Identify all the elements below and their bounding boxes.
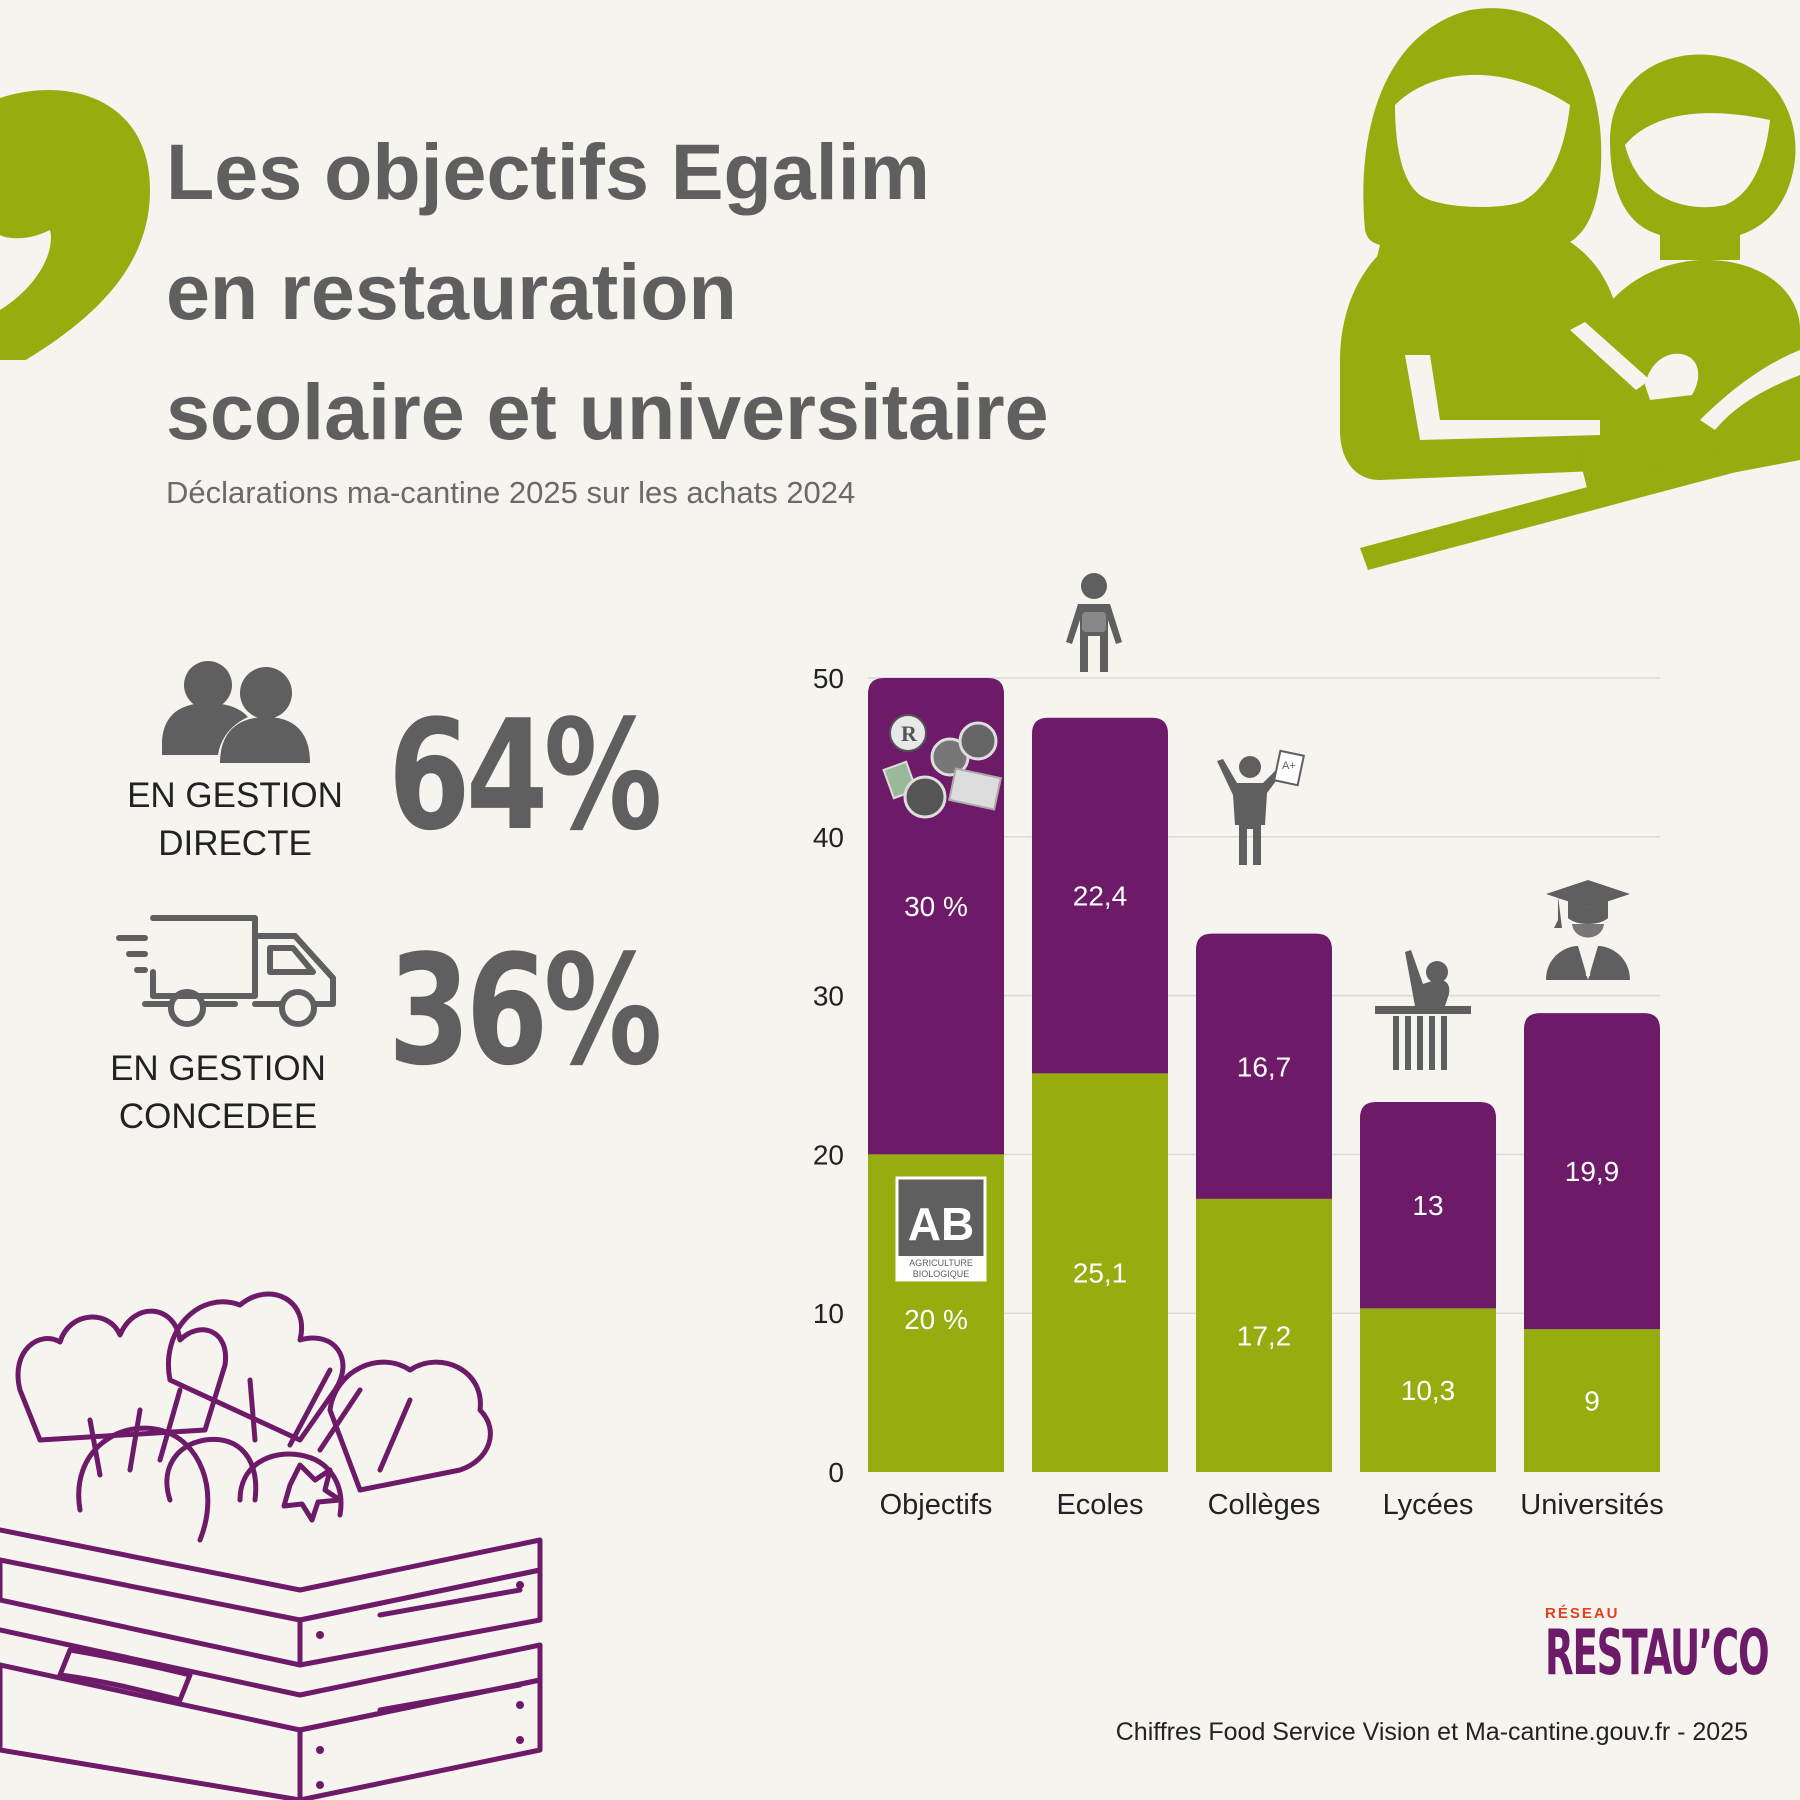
- bar-segment: [1032, 717, 1168, 1074]
- bar-segment: [1360, 1308, 1496, 1472]
- value-labels: 20 % 30 % 25,1 22,4 17,2 16,7 10,3 13 9 19,9: [904, 881, 1619, 1417]
- svg-text:AGRICULTURE: AGRICULTURE: [909, 1258, 973, 1268]
- bar-value-label: 19,9: [1565, 1156, 1620, 1187]
- bar-segment: [1360, 1101, 1496, 1309]
- bar-value-label: 20 %: [904, 1304, 968, 1335]
- bar-value-label: 10,3: [1401, 1375, 1456, 1406]
- bar-segment: [1524, 1013, 1660, 1330]
- stacked-bar-chart: 0 10 20 30 40 50 20 % 30 % 25,1 22,4 17,2 16,7 10,3…: [813, 573, 1664, 1521]
- y-tick-label: 10: [813, 1298, 844, 1329]
- y-tick-label: 0: [828, 1457, 844, 1488]
- title-line-3: scolaire et universitaire: [166, 367, 1049, 456]
- svg-text:A+: A+: [1282, 760, 1296, 772]
- logo-main-text: RESTAU’CO: [1545, 1616, 1770, 1689]
- vegetable-crate-illustration: [0, 1291, 543, 1800]
- ab-logo-icon: AB AGRICULTURE BIOLOGIQUE: [895, 1176, 987, 1282]
- logo-small-text: RÉSEAU: [1545, 1605, 1620, 1622]
- graduate-icon: [1546, 880, 1630, 980]
- y-tick-label: 20: [813, 1139, 844, 1170]
- bar-value-label: 30 %: [904, 891, 968, 922]
- concede-label-line-2: CONCEDEE: [118, 1097, 318, 1136]
- comma-decoration: [0, 90, 150, 360]
- bar-segment: [1196, 933, 1332, 1199]
- concede-percentage: 36%: [388, 922, 662, 1099]
- svg-text:AB: AB: [908, 1198, 974, 1250]
- bar-segment: [1524, 1329, 1660, 1472]
- category-label: Objectifs: [880, 1489, 993, 1521]
- bar-segment: [1196, 1198, 1332, 1472]
- title-line-1: Les objectifs Egalim: [166, 127, 930, 216]
- direct-label: EN GESTION DIRECTE: [105, 772, 365, 868]
- category-labels: Objectifs Ecoles Collèges Lycées Universités: [880, 1489, 1664, 1521]
- y-tick-label: 30: [813, 981, 844, 1012]
- y-tick-label: 40: [813, 822, 844, 853]
- bar-value-label: 9: [1584, 1386, 1600, 1417]
- direct-label-line-2: DIRECTE: [158, 824, 312, 863]
- bar-value-label: 16,7: [1237, 1051, 1292, 1082]
- people-icon: [162, 661, 310, 763]
- restauco-logo: RÉSEAU RESTAU’CO: [1545, 1605, 1770, 1689]
- concede-label-line-1: EN GESTION: [110, 1049, 326, 1088]
- title-line-2: en restauration: [166, 247, 737, 336]
- category-label: Lycées: [1383, 1489, 1474, 1521]
- svg-text:R: R: [901, 721, 918, 746]
- category-label: Universités: [1520, 1489, 1663, 1521]
- svg-text:BIOLOGIQUE: BIOLOGIQUE: [913, 1269, 970, 1279]
- bar-value-label: 13: [1412, 1190, 1443, 1221]
- bar-segment: [1032, 1073, 1168, 1472]
- concede-label: EN GESTION CONCEDEE: [88, 1045, 348, 1141]
- page-title: Les objectifs Egalim en restauration sco…: [166, 112, 1166, 472]
- source-note: Chiffres Food Service Vision et Ma-canti…: [1115, 1718, 1748, 1746]
- label-badges-icon: R: [882, 714, 1003, 819]
- student-grade-sheet-icon: A+: [1217, 749, 1306, 865]
- category-label: Ecoles: [1056, 1489, 1143, 1521]
- direct-percentage: 64%: [388, 687, 662, 864]
- student-desk-icon: [1375, 950, 1471, 1070]
- bar-value-label: 22,4: [1073, 881, 1128, 912]
- bar-value-label: 25,1: [1073, 1258, 1128, 1289]
- y-tick-label: 50: [813, 663, 844, 694]
- y-tick-labels: 0 10 20 30 40 50: [813, 663, 844, 1488]
- direct-label-line-1: EN GESTION: [127, 776, 343, 815]
- category-label: Collèges: [1208, 1489, 1321, 1521]
- truck-icon: [116, 915, 336, 1027]
- bars: [868, 678, 1660, 1472]
- bar-value-label: 17,2: [1237, 1320, 1292, 1351]
- student-backpack-icon: [1066, 573, 1122, 672]
- teacher-student-illustration: [1340, 8, 1800, 570]
- page-subtitle: Déclarations ma-cantine 2025 sur les ach…: [166, 475, 856, 510]
